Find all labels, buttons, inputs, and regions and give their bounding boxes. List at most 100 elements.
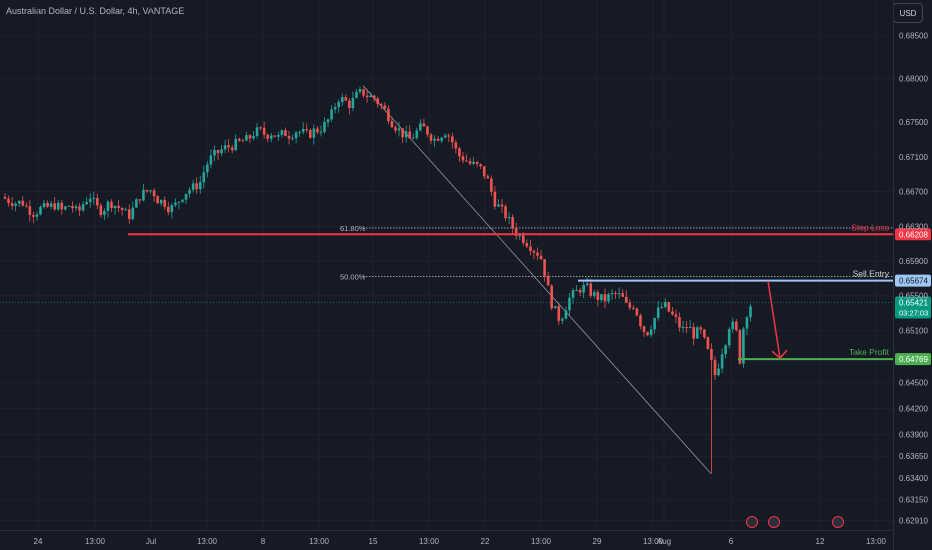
candle-down: [624, 289, 628, 304]
candle-down: [309, 128, 312, 139]
candle-up: [561, 317, 564, 325]
candle-down: [596, 290, 600, 307]
candle-body: [511, 217, 514, 229]
candle-body: [74, 206, 78, 209]
y-tick-label: 0.65900: [899, 257, 928, 266]
candle-up: [14, 201, 17, 212]
candle-down: [99, 203, 103, 218]
candle-body: [692, 327, 695, 339]
candle-down: [96, 193, 99, 210]
candle-body: [475, 161, 479, 164]
candle-body: [294, 132, 298, 139]
candle-down: [394, 125, 397, 134]
candle-up: [656, 300, 660, 321]
y-tick-label: 0.63150: [899, 496, 928, 505]
candle-up: [67, 205, 71, 207]
candle-body: [688, 327, 692, 329]
candle-body: [546, 276, 550, 286]
candle-body: [539, 255, 543, 260]
candle-up: [39, 205, 42, 216]
candle-body: [138, 199, 142, 201]
candle-body: [468, 161, 472, 164]
candle-up: [415, 127, 419, 140]
candle-body: [681, 327, 685, 329]
candle-down: [273, 135, 277, 138]
candle-up: [745, 315, 749, 336]
candle-down: [262, 121, 266, 139]
stop-loss-label: Stop Loss: [851, 222, 889, 232]
x-tick-label: 24: [34, 537, 43, 546]
candle-body: [21, 200, 25, 206]
candle-body: [550, 285, 553, 309]
candle-up: [355, 88, 358, 99]
candle-up: [419, 119, 422, 132]
candle-body: [280, 130, 284, 135]
candle-up: [170, 202, 174, 219]
candle-body: [309, 129, 312, 138]
candle-body: [593, 292, 596, 296]
candle-down: [529, 239, 532, 256]
candle-body: [415, 130, 419, 138]
candle-down: [475, 161, 479, 168]
candle-body: [191, 183, 195, 190]
candle-body: [252, 135, 255, 139]
candle-body: [380, 104, 383, 106]
y-tick-label: 0.66300: [899, 222, 928, 231]
candle-up: [298, 130, 301, 137]
candle-up: [727, 327, 731, 349]
candle-body: [10, 203, 14, 206]
x-tick-label: 6: [729, 537, 734, 546]
candle-body: [103, 211, 106, 215]
candle-down: [486, 174, 490, 179]
candle-body: [188, 189, 191, 194]
candle-down: [53, 196, 56, 212]
candle-up: [124, 207, 127, 211]
candle-body: [600, 294, 603, 300]
candle-body: [32, 214, 35, 217]
candle-body: [326, 119, 330, 123]
candle-body: [394, 127, 397, 131]
y-tick-label: 0.62910: [899, 516, 928, 525]
candle-up: [280, 129, 284, 138]
x-tick-label: 29: [593, 537, 602, 546]
candle-body: [330, 109, 333, 120]
candle-down: [479, 163, 482, 170]
candle-down: [408, 125, 411, 139]
candle-body: [135, 199, 138, 208]
candle-body: [617, 293, 621, 295]
candle-body: [710, 348, 713, 360]
candle-body: [177, 201, 181, 203]
candle-body: [440, 137, 443, 141]
candle-down: [372, 94, 376, 102]
candle-body: [78, 206, 81, 211]
flag-icon: [768, 516, 780, 528]
candle-body: [717, 368, 720, 376]
candle-down: [436, 136, 440, 142]
candle-body: [543, 259, 546, 277]
candle-down: [447, 133, 451, 143]
candle-up: [369, 91, 372, 98]
candle-up: [74, 204, 78, 212]
candle-body: [632, 307, 635, 309]
y-tick-label: 0.68500: [899, 31, 928, 40]
candle-body: [67, 205, 71, 207]
candle-down: [259, 126, 262, 131]
candle-body: [727, 329, 731, 346]
candle-up: [131, 201, 135, 221]
candle-up: [472, 157, 475, 166]
candle-body: [81, 204, 85, 211]
candle-body: [227, 145, 230, 148]
x-tick-label: 15: [369, 537, 378, 546]
candle-body: [142, 189, 145, 201]
candle-up: [568, 293, 571, 316]
candle-down: [241, 138, 245, 142]
candle-body: [429, 134, 433, 141]
candle-body: [561, 318, 564, 321]
candle-up: [202, 165, 206, 189]
candle-body: [298, 131, 301, 133]
take-profit-price-tag: [895, 353, 931, 366]
candle-down: [344, 94, 348, 102]
candle-up: [440, 136, 443, 144]
candle-down: [667, 301, 671, 313]
